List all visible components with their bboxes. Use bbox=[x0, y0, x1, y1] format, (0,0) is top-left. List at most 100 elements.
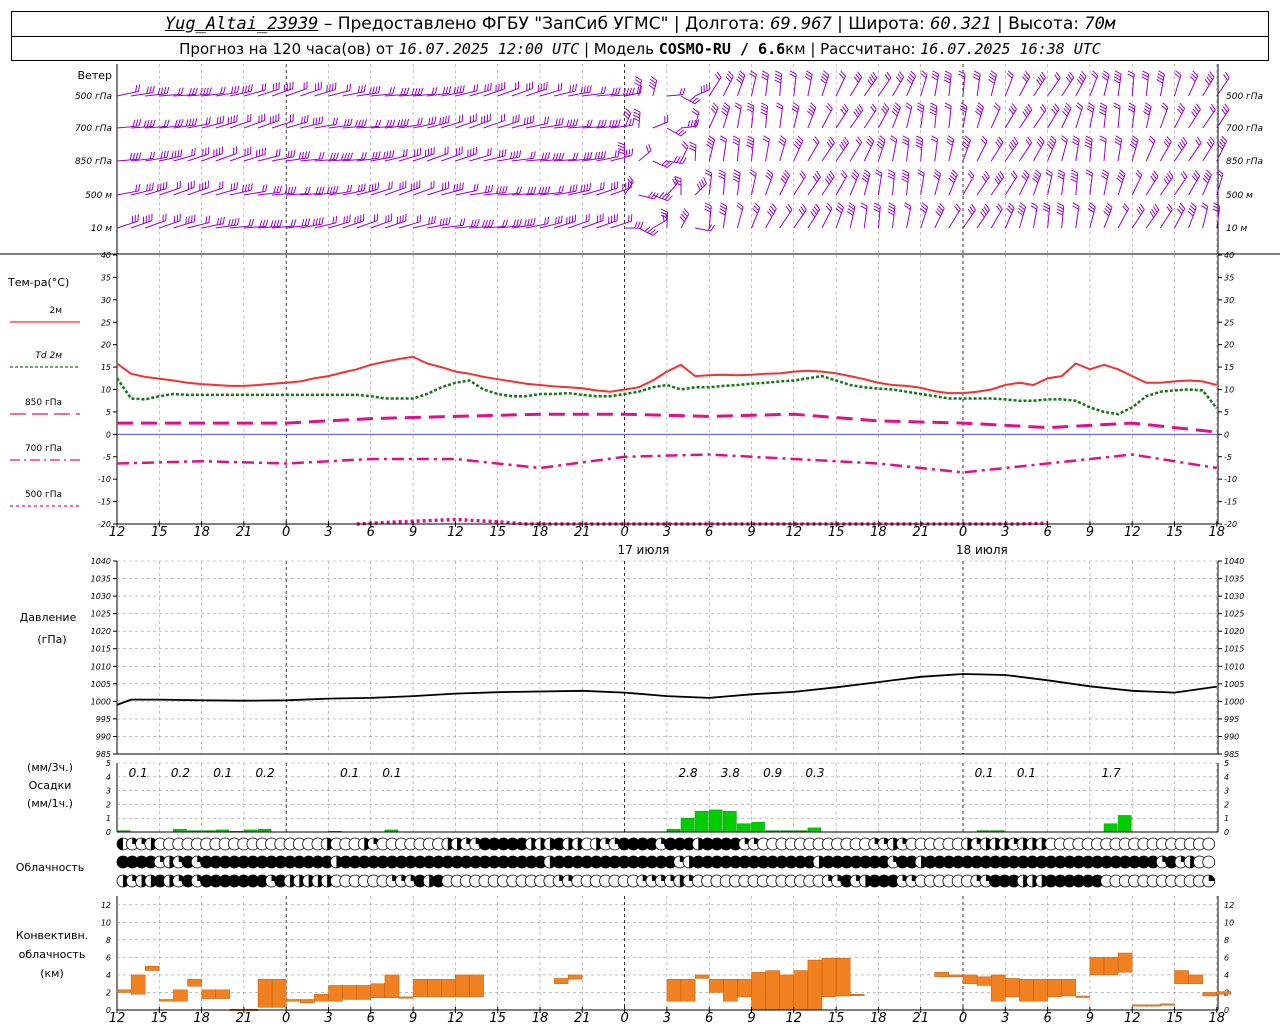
wind-barb bbox=[582, 188, 604, 196]
wind-barb-feather bbox=[233, 85, 237, 94]
wind-barb-feather bbox=[318, 217, 321, 225]
wind-barb-feather bbox=[219, 116, 222, 124]
conv-tick-label-left: 6 bbox=[106, 953, 111, 962]
wind-barb-feather bbox=[484, 220, 489, 228]
wind-barb-feather bbox=[735, 102, 742, 107]
wind-barb-feather bbox=[907, 76, 914, 82]
wind-barb bbox=[751, 139, 755, 162]
wind-barb-feather bbox=[1221, 135, 1227, 142]
wind-barb-feather bbox=[812, 138, 818, 145]
wind-barb bbox=[1033, 206, 1038, 229]
wind-barb-feather bbox=[561, 152, 565, 160]
wind-barb-feather bbox=[135, 184, 138, 192]
temp-tick-label-left: 5 bbox=[106, 408, 111, 417]
wind-barb-feather bbox=[1166, 136, 1172, 143]
temp-x-axis-hour-label: 3 bbox=[324, 525, 332, 540]
wind-barb-feather bbox=[707, 138, 715, 143]
wind-barb-feather bbox=[680, 213, 687, 220]
wind-barb-feather bbox=[652, 230, 659, 236]
wind-barb bbox=[525, 88, 547, 97]
wind-barb-feather bbox=[723, 105, 730, 111]
wind-barb-feather bbox=[572, 84, 575, 92]
wind-barb-feather bbox=[733, 172, 740, 177]
wind-barb-feather bbox=[767, 210, 773, 217]
wind-barb bbox=[441, 224, 464, 229]
conv-x-axis-hour-label: 9 bbox=[1086, 1011, 1094, 1024]
wind-barb-feather bbox=[904, 205, 911, 210]
wind-barb-feather bbox=[704, 208, 711, 213]
wind-barb-feather bbox=[689, 141, 697, 146]
wind-barb-feather bbox=[431, 87, 435, 95]
wind-barb-feather bbox=[349, 214, 351, 222]
wind-barb bbox=[1047, 77, 1061, 97]
temp-legend-label: 850 гПа bbox=[25, 398, 62, 408]
wind-barb-feather bbox=[448, 217, 451, 225]
wind-barb bbox=[1047, 206, 1051, 229]
wind-barb bbox=[116, 190, 139, 196]
pressure-tick-label-left: 1000 bbox=[91, 697, 111, 706]
wind-barb-feather bbox=[737, 75, 744, 82]
wind-barb-feather bbox=[825, 205, 831, 212]
wind-barb-feather bbox=[815, 203, 821, 210]
wind-barb-feather bbox=[647, 191, 653, 198]
wind-barb bbox=[539, 222, 562, 229]
wind-barb bbox=[1033, 141, 1045, 162]
temp-tick-label-right: -10 bbox=[1224, 475, 1237, 484]
wind-barb bbox=[962, 175, 975, 196]
wind-barb-feather bbox=[944, 102, 952, 107]
conv-bar bbox=[1174, 970, 1189, 984]
wind-barb-feather bbox=[505, 219, 509, 227]
wind-barb-feather bbox=[462, 85, 465, 93]
wind-barb-feather bbox=[961, 143, 968, 150]
wind-barb-feather bbox=[208, 215, 211, 223]
temp-x-axis-hour-label: 12 bbox=[786, 525, 803, 540]
wind-barb-feather bbox=[360, 184, 363, 192]
wind-barb-feather bbox=[569, 85, 572, 93]
wind-barb-feather bbox=[1022, 76, 1028, 83]
wind-barb-feather bbox=[557, 83, 560, 91]
wind-barb-feather bbox=[771, 203, 777, 210]
wind-barb-feather bbox=[1194, 106, 1200, 113]
wind-barb bbox=[441, 153, 463, 162]
wind-barb-feather bbox=[504, 185, 508, 193]
wind-barb bbox=[201, 223, 224, 229]
cloud-symbol bbox=[1202, 855, 1216, 869]
wind-barb-feather bbox=[442, 116, 444, 124]
wind-barb bbox=[990, 74, 997, 97]
wind-barb bbox=[398, 187, 420, 196]
wind-barb-feather bbox=[667, 195, 673, 201]
wind-barb-feather bbox=[1051, 108, 1057, 115]
wind-barb-feather bbox=[326, 186, 330, 194]
wind-barb-feather bbox=[933, 174, 940, 180]
wind-barb-feather bbox=[1176, 108, 1183, 115]
wind-barb bbox=[990, 107, 1001, 129]
wind-barb bbox=[1131, 174, 1143, 196]
wind-barb-feather bbox=[392, 86, 396, 94]
conv-x-axis-hour-label: 15 bbox=[489, 1011, 506, 1024]
wind-barb-feather bbox=[1176, 208, 1183, 215]
conv-bar bbox=[1131, 1004, 1147, 1007]
wind-barb-feather bbox=[174, 119, 178, 127]
pressure-tick-label-right: 1035 bbox=[1224, 575, 1244, 584]
wind-barb-feather bbox=[603, 150, 607, 159]
wind-barb-feather bbox=[639, 85, 643, 94]
wind-barb-feather bbox=[887, 175, 895, 180]
wind-barb-feather bbox=[199, 88, 203, 96]
wind-barb-feather bbox=[1217, 143, 1223, 150]
wind-barb bbox=[398, 154, 421, 162]
wind-barb-feather bbox=[558, 118, 561, 126]
wind-barb bbox=[807, 74, 813, 97]
wind-barb-feather bbox=[580, 185, 583, 193]
wind-barb-feather bbox=[960, 105, 967, 110]
wind-barb-feather bbox=[720, 135, 727, 140]
wind-barb-feather bbox=[617, 119, 621, 127]
conv-x-axis-hour-label: 18 bbox=[1209, 1011, 1226, 1024]
wind-barb-feather bbox=[372, 152, 375, 160]
wind-barb-feather bbox=[893, 105, 900, 111]
wind-barb-feather bbox=[484, 185, 488, 193]
wind-barb-feather bbox=[1024, 108, 1029, 116]
wind-barb-feather bbox=[321, 151, 325, 159]
conv-x-axis-hour-label: 0 bbox=[959, 1011, 967, 1024]
wind-barb-feather bbox=[558, 185, 562, 193]
wind-barb-feather bbox=[906, 78, 913, 85]
